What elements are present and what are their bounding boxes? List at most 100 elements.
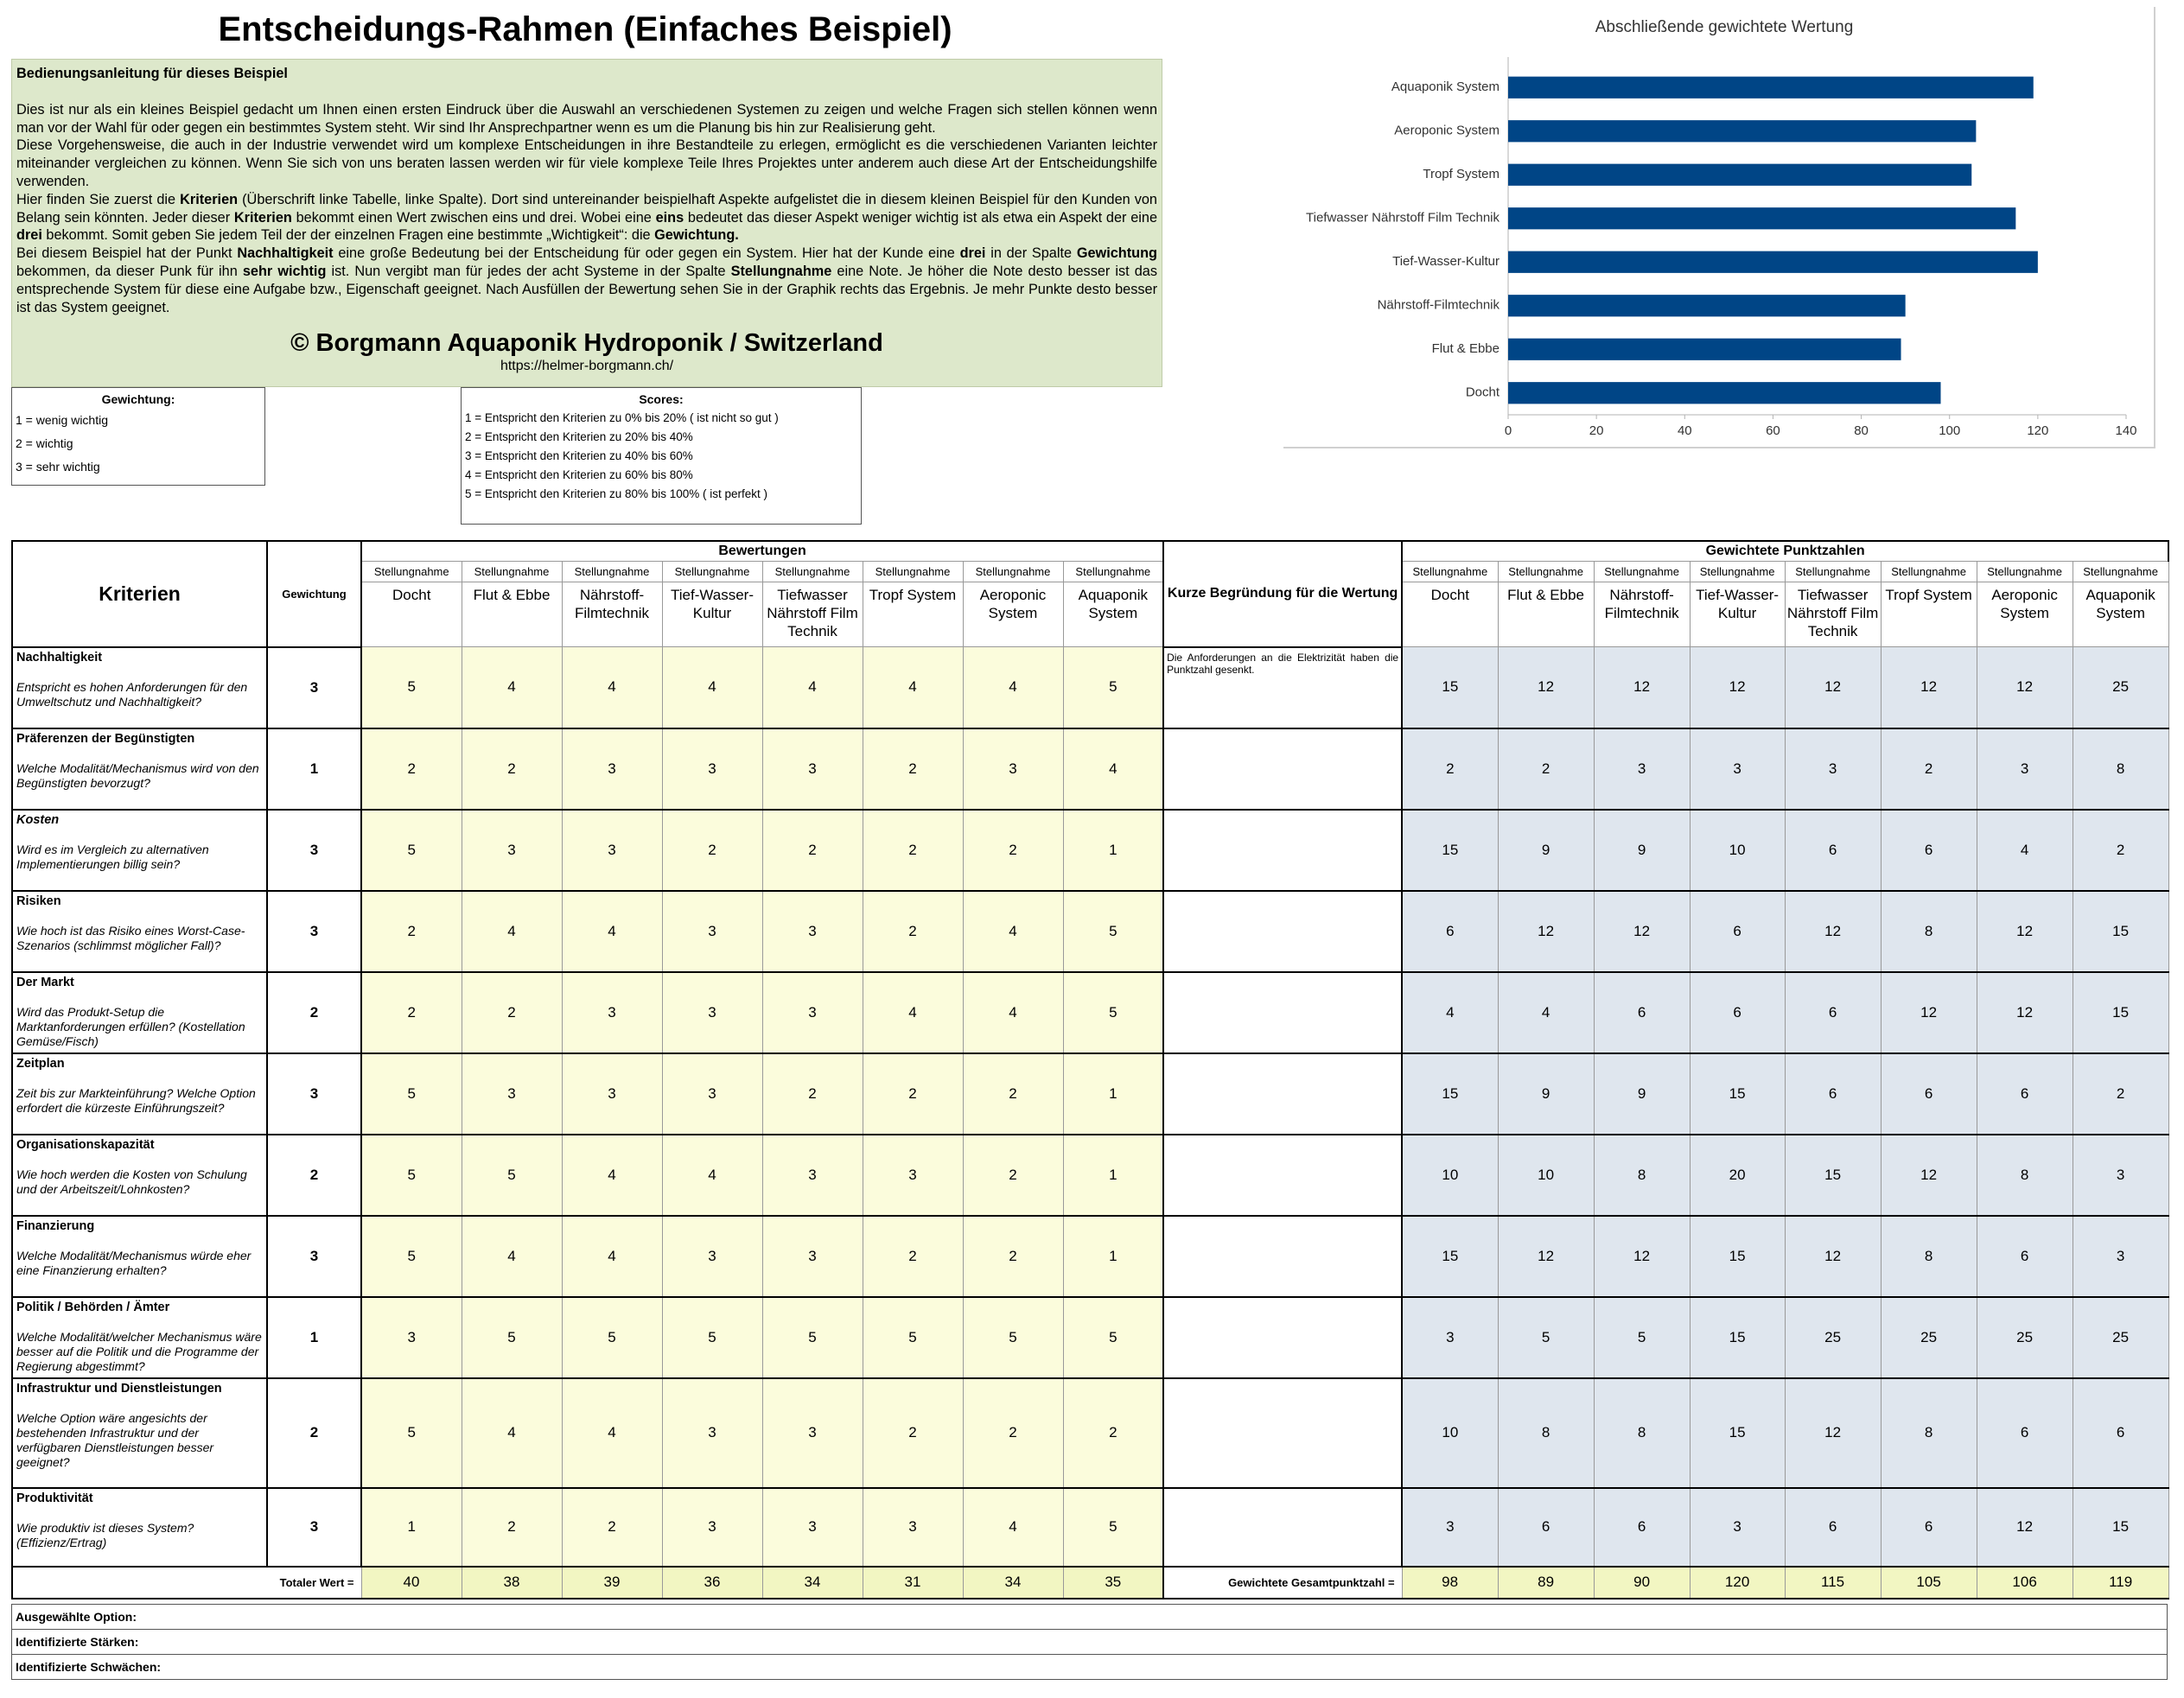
legend-title: Gewichtung: xyxy=(101,392,175,406)
weight-cell: 1 xyxy=(266,728,362,811)
score-cell: 4 xyxy=(962,890,1064,973)
criterion-question: Welche Option wäre angesichts der besteh… xyxy=(16,1410,214,1469)
weighted-score-cell: 15 xyxy=(2072,1487,2169,1568)
criterion-cell: Finanzierung Welche Modalität/Mechanismus… xyxy=(11,1215,268,1298)
weight-legend: Gewichtung: 1 = wenig wichtig 2 = wichtig… xyxy=(11,387,265,486)
weighted-score-cell: 10 xyxy=(1401,1134,1499,1217)
statement-header: Stellungnahme xyxy=(1062,561,1164,582)
chart-title: Abschließende gewichtete Wertung xyxy=(1595,18,1854,36)
score-cell: 3 xyxy=(461,809,563,892)
weighted-score-cell: 12 xyxy=(1976,646,2073,729)
text-run: Bei diesem Beispiel hat der Punkt xyxy=(16,245,238,262)
weighted-score-cell: 15 xyxy=(1689,1377,1786,1489)
statement-header: Stellungnahme xyxy=(661,561,763,582)
reason-cell xyxy=(1162,1296,1404,1379)
paragraph: Hier finden Sie zuerst die Kriterien (Üb… xyxy=(16,191,1157,245)
weighted-score-cell: 3 xyxy=(1401,1296,1499,1379)
score-cell: 5 xyxy=(962,1296,1064,1379)
chart: Abschließende gewichtete Wertung 0 20 40 60… xyxy=(1283,7,2155,448)
weighted-score-cell: 8 xyxy=(2072,728,2169,811)
weighted-total-cell: 98 xyxy=(1401,1565,1499,1599)
score-cell: 5 xyxy=(1062,1296,1164,1379)
criterion-cell: Produktivität Wie produktiv ist dieses Sy… xyxy=(11,1487,268,1568)
score-cell: 4 xyxy=(862,971,964,1054)
score-cell: 2 xyxy=(360,728,462,811)
score-cell: 2 xyxy=(962,1377,1064,1489)
statement-header: Stellungnahme xyxy=(862,561,964,582)
weighted-score-cell: 15 xyxy=(1784,1134,1882,1217)
score-cell: 1 xyxy=(1062,1134,1164,1217)
statement-header: Stellungnahme xyxy=(461,561,563,582)
x-tick-label: 100 xyxy=(1939,423,1960,438)
criterion-cell: Politik / Behörden / Ämter Welche Modalit… xyxy=(11,1296,268,1379)
text-run: eine große Bedeutung bei der Entscheidun… xyxy=(333,245,960,262)
score-cell: 5 xyxy=(360,1215,462,1298)
instructions-body: Dies ist nur als ein kleines Beispiel ge… xyxy=(16,101,1157,317)
weighted-score-cell: 3 xyxy=(1689,728,1786,811)
weighted-total-cell: 105 xyxy=(1880,1565,1977,1599)
weighted-score-cell: 2 xyxy=(1401,728,1499,811)
criterion-row: Risiken Wie hoch ist das Risiko eines Wor… xyxy=(11,890,2169,973)
summary-label: Identifizierte Stärken: xyxy=(11,1629,2168,1655)
bar xyxy=(1508,251,2038,273)
text-run: bekommen, da dieser Punk für ihn xyxy=(16,263,243,279)
y-tick-label: Nährstoff-Filmtechnik xyxy=(1378,298,1500,313)
weighted-score-cell: 4 xyxy=(1976,809,2073,892)
system-header: Docht xyxy=(1401,582,1499,647)
score-cell: 3 xyxy=(761,971,863,1054)
weighted-score-cell: 6 xyxy=(1784,809,1882,892)
text-run: eine Note. Je höher die Note desto besse… xyxy=(16,263,1157,315)
score-cell: 2 xyxy=(461,971,563,1054)
weighted-score-cell: 15 xyxy=(1689,1053,1786,1135)
page-title: Entscheidungs-Rahmen (Einfaches Beispiel… xyxy=(218,10,952,48)
score-cell: 3 xyxy=(661,890,763,973)
score-cell: 5 xyxy=(1062,971,1164,1054)
weighted-totals-label: Gewichtete Gesamtpunktzahl = xyxy=(1162,1565,1403,1599)
url: https://helmer-borgmann.ch/ xyxy=(500,359,674,374)
criterion-cell: Infrastruktur und Dienstleistungen Welche… xyxy=(11,1377,268,1489)
score-cell: 2 xyxy=(360,890,462,973)
x-tick-label: 20 xyxy=(1589,423,1604,438)
score-cell: 3 xyxy=(661,1215,763,1298)
system-header: Aeroponic System xyxy=(1976,582,2073,647)
weighted-score-cell: 15 xyxy=(1689,1296,1786,1379)
criterion-row: Organisationskapazität Wie hoch werden di… xyxy=(11,1134,2169,1217)
score-cell: 1 xyxy=(1062,1053,1164,1135)
reason-cell: Die Anforderungen an die Elektrizität ha… xyxy=(1162,646,1404,729)
criterion-name: Nachhaltigkeit xyxy=(16,650,103,665)
weighted-total-cell: 119 xyxy=(2072,1565,2169,1599)
score-cell: 3 xyxy=(661,1377,763,1489)
text-run: (Überschrift linke Tabelle, linke Spalte… xyxy=(16,191,1157,226)
score-cell: 5 xyxy=(661,1296,763,1379)
score-cell: 2 xyxy=(962,1053,1064,1135)
system-header: Aeroponic System xyxy=(962,582,1064,647)
system-header: Nährstoff-Filmtechnik xyxy=(1593,582,1691,647)
weighted-score-cell: 6 xyxy=(1689,971,1786,1054)
legend-item: 4 = Entspricht den Kriterien zu 60% bis … xyxy=(465,468,693,481)
weighted-score-cell: 25 xyxy=(1784,1296,1882,1379)
weight-cell: 3 xyxy=(266,646,362,729)
legend-item: 2 = Entspricht den Kriterien zu 20% bis … xyxy=(465,430,693,443)
reason-cell xyxy=(1162,971,1404,1054)
x-tick-label: 120 xyxy=(2027,423,2048,438)
reason-header: Kurze Begründung für die Wertung xyxy=(1162,540,1404,648)
score-cell: 2 xyxy=(561,1487,663,1568)
scores-legend: Scores: 1 = Entspricht den Kriterien zu … xyxy=(461,387,862,525)
statement-header: Stellungnahme xyxy=(1976,561,2073,582)
weighted-score-cell: 5 xyxy=(1497,1296,1595,1379)
criterion-name: Kosten xyxy=(16,812,60,827)
score-cell: 4 xyxy=(962,646,1064,729)
system-header: Tief-Wasser-Kultur xyxy=(661,582,763,647)
weighted-score-cell: 15 xyxy=(1401,1215,1499,1298)
weighted-score-cell: 9 xyxy=(1593,809,1691,892)
instructions: Bedienungsanleitung für dieses Beispiel … xyxy=(11,59,1162,387)
score-cell: 3 xyxy=(761,728,863,811)
criterion-row: Kosten Wird es im Vergleich zu alternativ… xyxy=(11,809,2169,892)
weighted-score-cell: 6 xyxy=(1401,890,1499,973)
weighted-score-cell: 8 xyxy=(1880,1377,1977,1489)
score-cell: 2 xyxy=(862,809,964,892)
score-cell: 5 xyxy=(360,646,462,729)
score-cell: 4 xyxy=(661,1134,763,1217)
statement-header: Stellungnahme xyxy=(1689,561,1786,582)
bar xyxy=(1508,207,2016,230)
